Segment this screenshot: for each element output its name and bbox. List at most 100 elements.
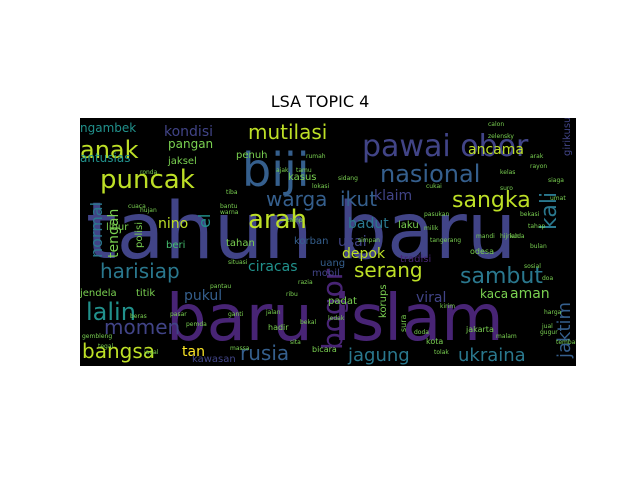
cloud-word: doda xyxy=(414,329,429,336)
cloud-word: sangka xyxy=(452,188,531,213)
cloud-word: bogor xyxy=(316,268,349,350)
cloud-word: jaksel xyxy=(167,156,197,167)
cloud-word: arak xyxy=(530,153,544,160)
cloud-word: kondisi xyxy=(164,124,213,140)
cloud-word: korups xyxy=(378,284,389,318)
cloud-word: malam xyxy=(496,333,517,340)
cloud-word: jaktim xyxy=(554,302,575,359)
cloud-word: umat xyxy=(550,195,566,202)
cloud-word: penuh xyxy=(236,150,268,161)
cloud-word: ngambek xyxy=(80,121,136,135)
cloud-word: sosial xyxy=(524,263,541,270)
cloud-word: girikusumo xyxy=(562,118,573,156)
cloud-word: badut xyxy=(348,216,389,232)
cloud-word: massa xyxy=(230,345,250,352)
cloud-word: jagung xyxy=(347,345,410,366)
cloud-word: odesa xyxy=(470,247,494,256)
cloud-word: depok xyxy=(342,246,386,262)
cloud-word: mandi xyxy=(476,233,495,240)
cloud-word: pawai obor xyxy=(362,129,529,164)
cloud-word: sita xyxy=(290,339,301,346)
cloud-word: warna xyxy=(220,209,239,216)
cloud-word: cukai xyxy=(426,183,442,190)
chart-title: LSA TOPIC 4 xyxy=(270,92,370,111)
cloud-word: serang xyxy=(354,258,423,282)
cloud-word: ciracas xyxy=(248,259,298,275)
cloud-word: gembleng xyxy=(82,333,112,340)
cloud-word: kota xyxy=(426,337,443,346)
cloud-word: warga xyxy=(266,187,327,211)
cloud-word: tahan xyxy=(226,238,255,249)
cloud-word: tangerang xyxy=(430,237,461,244)
cloud-word: situasi xyxy=(228,259,248,266)
cloud-word: jalan xyxy=(265,309,281,316)
cloud-word: anak xyxy=(80,136,139,164)
cloud-word: ledak xyxy=(328,315,345,322)
cloud-word: momen xyxy=(104,315,180,339)
cloud-word: laku xyxy=(398,220,419,231)
cloud-word: harisiap xyxy=(100,259,180,283)
cloud-word: rayon xyxy=(530,163,547,170)
cloud-word: biji xyxy=(242,143,310,197)
cloud-word: tembak xyxy=(556,339,576,346)
cloud-word: kamp xyxy=(286,217,303,224)
cloud-word: polisi xyxy=(134,222,145,248)
cloud-word: puncak xyxy=(100,165,195,195)
cloud-word: beras xyxy=(130,313,147,320)
cloud-word: ikut xyxy=(340,187,377,211)
cloud-word: bekasi xyxy=(520,211,540,218)
cloud-word: baru islam xyxy=(166,282,504,356)
cloud-word: ganti xyxy=(228,311,244,318)
cloud-word: sambut xyxy=(460,264,543,289)
cloud-word: viral xyxy=(416,290,446,306)
cloud-word: antusias xyxy=(80,151,130,165)
cloud-word: siaga xyxy=(548,177,564,184)
cloud-word: pukul xyxy=(184,288,222,304)
cloud-word: bangsa xyxy=(82,339,155,363)
cloud-word: ajak xyxy=(276,167,289,174)
cloud-word: kirim xyxy=(440,303,455,310)
cloud-word: klaim xyxy=(374,188,412,204)
cloud-word: mobil xyxy=(312,268,340,279)
cloud-word: milik xyxy=(424,225,439,232)
cloud-word: usai xyxy=(338,234,367,250)
cloud-word: nino xyxy=(158,216,188,232)
cloud-word: tahun baru xyxy=(86,187,516,277)
cloud-word: cuaca xyxy=(128,203,146,210)
cloud-word: hadir xyxy=(268,323,289,332)
cloud-word: libur xyxy=(106,222,129,233)
cloud-word: uang xyxy=(320,258,345,269)
cloud-word: tahap xyxy=(528,223,546,230)
cloud-word: pasukan xyxy=(424,211,449,218)
cloud-word: hijriah xyxy=(500,233,519,240)
cloud-word: simpan xyxy=(358,237,380,244)
cloud-word: kawasan xyxy=(192,354,236,365)
cloud-word: kelas xyxy=(500,169,515,176)
cloud-word: nasional xyxy=(380,160,480,188)
cloud-word: kaca xyxy=(480,287,508,301)
cloud-word: bantu xyxy=(220,203,238,210)
cloud-word: titik xyxy=(136,288,155,299)
cloud-word: kuda xyxy=(510,233,525,240)
cloud-word: pemda xyxy=(186,321,207,328)
cloud-word: tegal xyxy=(98,343,114,350)
cloud-word: bekal xyxy=(300,319,317,326)
cloud-word: tiba xyxy=(226,189,238,196)
cloud-word: pantau xyxy=(210,283,231,290)
cloud-word: tan xyxy=(182,344,205,360)
cloud-word: harga xyxy=(544,309,562,316)
cloud-word: aman xyxy=(510,286,550,302)
cloud-word: pangan xyxy=(168,137,213,151)
cloud-word: ancama xyxy=(468,142,524,158)
cloud-word: normal xyxy=(87,202,106,258)
cloud-word: jagal xyxy=(143,349,159,356)
cloud-word: jual xyxy=(541,323,553,330)
cloud-word: pasar xyxy=(170,311,187,318)
cloud-word: rusia xyxy=(240,341,289,365)
cloud-word: razia xyxy=(298,279,313,286)
cloud-word: korban xyxy=(294,236,328,247)
cloud-word: sura xyxy=(399,314,408,332)
cloud-word: el xyxy=(195,214,214,228)
cloud-word: zelensky xyxy=(488,133,514,140)
